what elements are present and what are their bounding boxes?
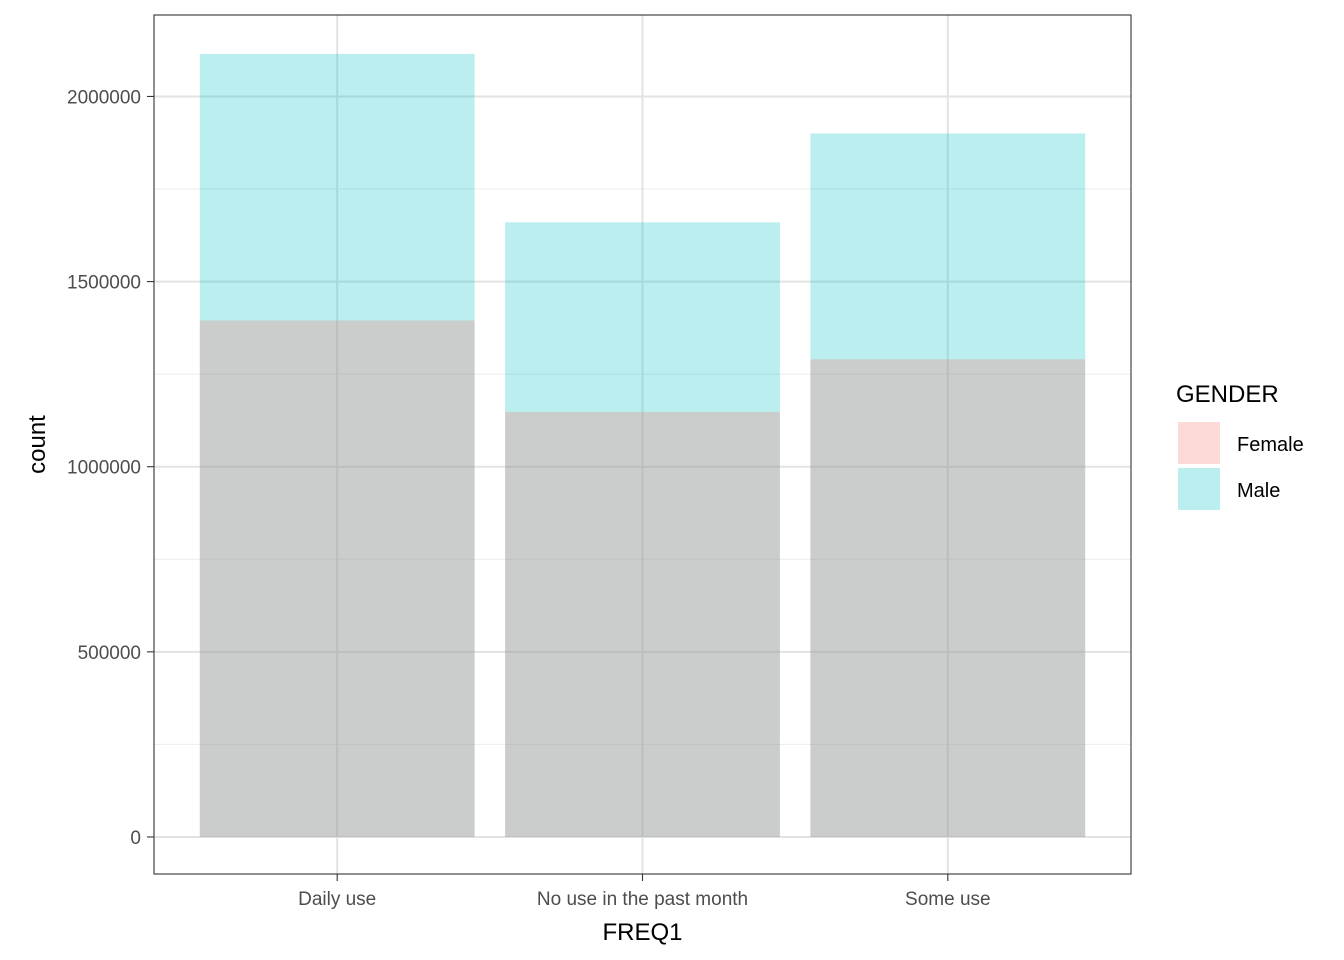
x-axis-label: FREQ1	[602, 919, 682, 946]
y-axis: 0 500000 1000000 1500000 2000000	[67, 87, 154, 849]
x-tick-label: No use in the past month	[537, 889, 748, 910]
bar-female	[199, 320, 475, 837]
bars	[199, 53, 1086, 837]
legend-label-female: Female	[1237, 434, 1304, 456]
bar-male	[199, 53, 475, 837]
y-tick-label: 500000	[78, 643, 141, 664]
grid-lines	[154, 15, 1131, 874]
bar-female	[810, 359, 1086, 837]
y-tick-label: 1500000	[67, 273, 141, 294]
y-tick-label: 0	[130, 828, 141, 849]
y-axis-label: count	[24, 415, 51, 474]
legend: GENDER Female Male	[1176, 381, 1304, 510]
y-tick-label: 1000000	[67, 458, 141, 479]
x-tick-label: Daily use	[298, 889, 376, 910]
legend-label-male: Male	[1237, 480, 1280, 502]
bar-male	[505, 222, 780, 837]
bar-male	[810, 133, 1086, 837]
legend-title: GENDER	[1176, 381, 1279, 408]
x-tick-label: Some use	[905, 889, 991, 910]
y-tick-label: 2000000	[67, 87, 141, 108]
legend-key-male	[1178, 468, 1220, 510]
legend-key-female	[1178, 422, 1220, 464]
bar-female	[505, 411, 780, 837]
x-axis: Daily use No use in the past month Some us…	[298, 874, 991, 910]
